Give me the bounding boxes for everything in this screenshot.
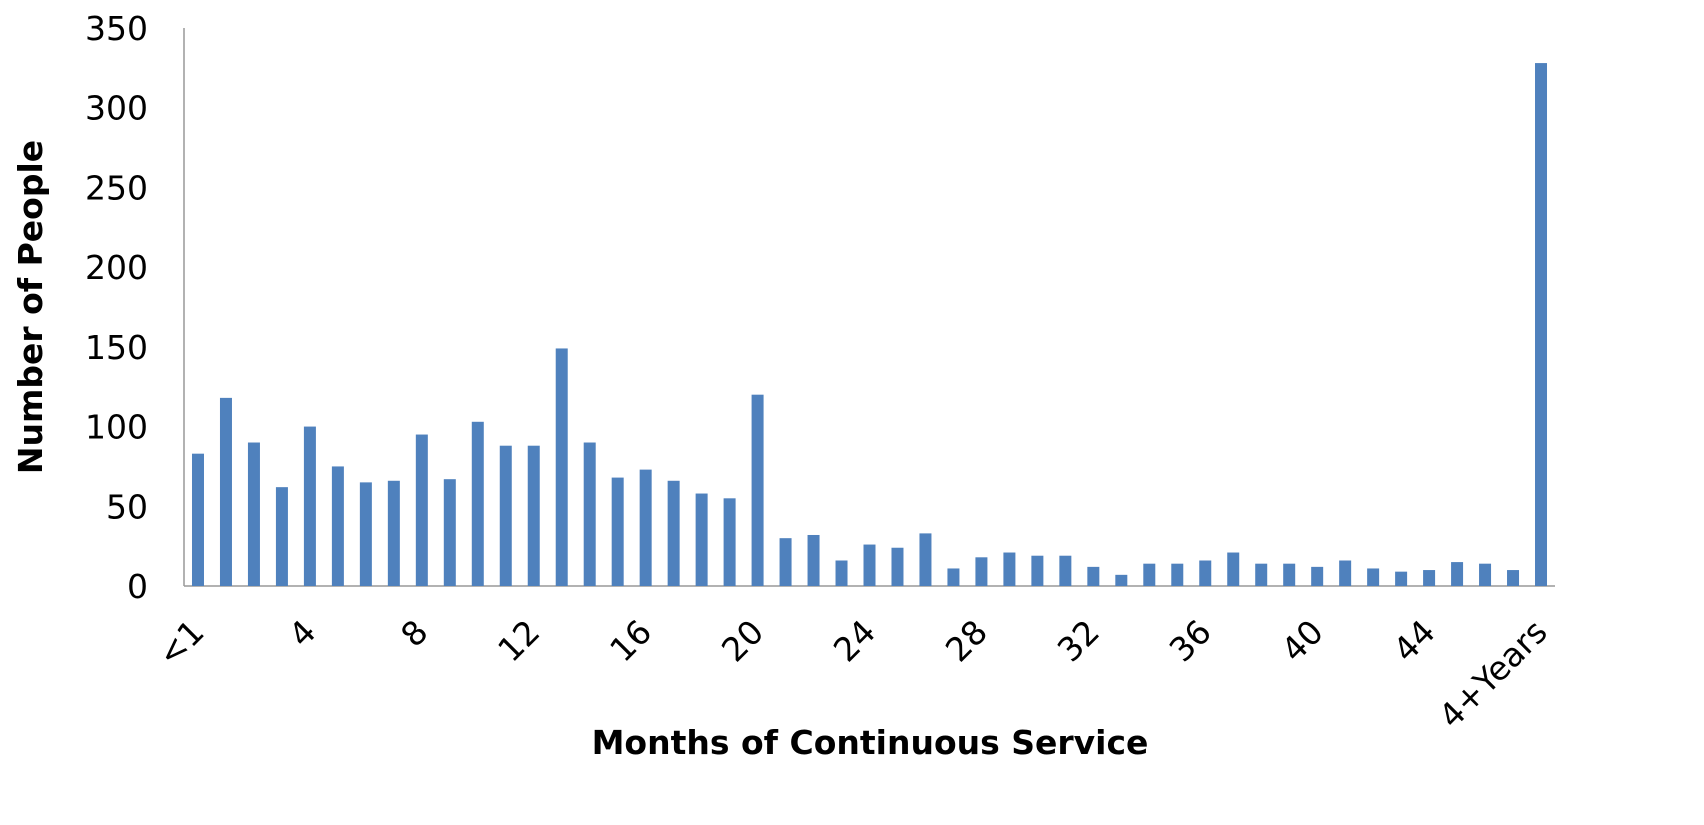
bar — [471, 421, 484, 586]
bar — [1143, 563, 1156, 586]
bar — [1003, 552, 1016, 586]
bar — [863, 544, 876, 586]
bar — [415, 434, 428, 586]
bar — [499, 445, 512, 586]
bar — [1227, 552, 1240, 586]
y-axis-title: Number of People — [11, 140, 50, 474]
x-axis-title: Months of Continuous Service — [592, 723, 1149, 762]
bar — [1479, 563, 1492, 586]
bar — [1367, 568, 1380, 586]
x-tick-label: 20 — [714, 612, 771, 669]
bar — [1031, 555, 1044, 586]
bar — [1339, 560, 1352, 586]
bar — [527, 445, 540, 586]
bar — [555, 348, 568, 586]
y-tick-label: 350 — [85, 9, 148, 48]
y-tick-label: 50 — [106, 487, 148, 526]
bar — [443, 479, 456, 586]
bar — [1423, 570, 1436, 586]
bar — [303, 426, 316, 586]
y-tick-label: 0 — [127, 567, 148, 606]
bar — [891, 547, 904, 586]
bar — [807, 534, 820, 586]
bar — [331, 466, 344, 586]
x-tick-label: 40 — [1274, 612, 1331, 669]
bar — [639, 469, 652, 586]
x-tick-label: 4+Years — [1431, 612, 1555, 736]
x-tick-label: 28 — [938, 612, 995, 669]
bar — [779, 538, 792, 586]
bar — [359, 482, 372, 586]
x-tick-label: 32 — [1050, 612, 1107, 669]
x-tick-label: 12 — [490, 612, 547, 669]
y-tick-label: 300 — [85, 89, 148, 128]
bar — [387, 480, 400, 586]
bar — [1283, 563, 1296, 586]
bar — [275, 487, 288, 586]
bar — [1311, 566, 1324, 586]
bar — [835, 560, 848, 586]
x-tick-label: 8 — [393, 612, 435, 654]
x-tick-label: 24 — [826, 612, 883, 669]
x-tick-label: 44 — [1385, 612, 1442, 669]
bar — [1255, 563, 1268, 586]
bar — [1171, 563, 1184, 586]
bar — [1087, 566, 1100, 586]
bar — [919, 533, 932, 586]
y-tick-label: 150 — [85, 328, 148, 367]
bar — [1507, 570, 1520, 586]
bar — [947, 568, 960, 586]
bar — [1115, 574, 1128, 586]
bar — [1059, 555, 1072, 586]
bar — [583, 442, 596, 586]
bar — [667, 480, 680, 586]
bar — [219, 397, 232, 586]
bar — [247, 442, 260, 586]
y-tick-label: 200 — [85, 248, 148, 287]
bar — [1451, 562, 1464, 586]
bar — [1199, 560, 1212, 586]
x-tick-label: 4 — [281, 612, 323, 654]
bar — [1395, 571, 1408, 586]
y-tick-label: 250 — [85, 168, 148, 207]
bar — [611, 477, 624, 586]
bar — [751, 394, 764, 586]
bar — [191, 453, 204, 586]
x-tick-label: <1 — [150, 612, 212, 674]
bar — [1535, 63, 1548, 587]
x-tick-label: 16 — [602, 612, 659, 669]
x-tick-label: 36 — [1162, 612, 1219, 669]
bar — [975, 557, 988, 586]
bar — [723, 498, 736, 586]
y-tick-label: 100 — [85, 408, 148, 447]
bar — [695, 493, 708, 586]
